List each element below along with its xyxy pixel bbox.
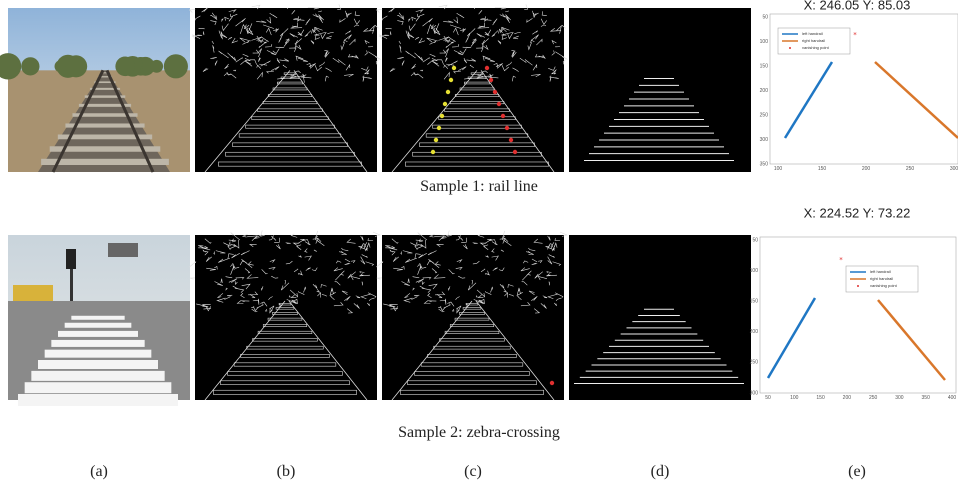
tick-label: 250 [869,395,878,401]
bus [13,285,53,301]
stripe [58,331,138,337]
point [485,66,489,70]
legend-label: right handrail [802,38,825,43]
tick-label: 150 [760,63,769,69]
edge [190,9,196,12]
tick-label: 200 [862,166,871,172]
point [437,126,441,130]
point [443,102,447,106]
panel-label: (a) [90,463,108,480]
edge [376,262,383,268]
legend-label: left handrail [870,269,891,274]
line-map [569,235,751,400]
tick-label: 250 [760,112,769,118]
point [449,78,453,82]
tick-label: 350 [922,395,931,401]
plot-title: X: 246.05 Y: 85.03 [804,0,911,12]
legend-label: vanishing point [870,283,898,288]
background [569,235,751,400]
plot: 50 100 150 200 250 300 350 100 150 200 250 300 * left… [760,14,958,172]
tree [150,60,163,73]
point [513,150,517,154]
point [550,381,554,385]
legend-label: right handrail [870,276,893,281]
point [431,150,435,154]
point [446,90,450,94]
tick-label: 200 [760,88,769,94]
photo [8,235,190,406]
edge-map [189,230,380,400]
tick-label: 50 [765,395,771,401]
tree [65,55,87,77]
stripe [18,394,178,406]
edge [190,278,195,279]
tick-label: 250 [906,166,915,172]
stripe [38,360,158,369]
tick-label: 300 [895,395,904,401]
tick-label: 400 [948,395,957,401]
plot-title: X: 224.52 Y: 73.22 [804,205,911,220]
line-map [569,8,751,172]
legend-swatch [857,285,859,287]
tree [21,57,39,75]
tick-label: 300 [750,390,759,396]
edge-map [377,4,568,172]
background [569,8,751,172]
signal [66,249,76,269]
stripe [25,382,172,393]
stripe [45,350,152,358]
tick-label: 150 [816,395,825,401]
tick-label: 50 [752,237,758,243]
stripe [71,316,124,320]
point [489,78,493,82]
point [434,138,438,142]
edge-map [376,230,567,400]
tree [115,57,135,77]
tick-label: 200 [750,329,759,335]
stripe [51,340,144,347]
plot: 50 100 150 200 250 300 50 100 150 200 250 300 350 400… [750,237,957,401]
tick-label: 150 [750,299,759,305]
plot-frame [760,237,956,393]
photo [0,8,190,172]
point [440,114,444,118]
edge [189,262,196,268]
billboard [108,243,138,257]
edge [377,278,382,279]
tick-label: 250 [750,360,759,366]
stripe [65,323,132,328]
panel-label: (d) [651,463,670,480]
legend-label: vanishing point [802,45,830,50]
tick-label: 200 [843,395,852,401]
tick-label: 150 [818,166,827,172]
panel-label: (c) [464,463,482,480]
point [505,126,509,130]
tick-label: 100 [750,268,759,274]
point [452,66,456,70]
tick-label: 300 [760,137,769,143]
tick-label: 100 [774,166,783,172]
point [497,102,501,106]
legend-swatch [789,47,791,49]
point [493,90,497,94]
tick-label: 100 [760,39,769,45]
panel-label: (b) [277,463,296,480]
figure: Sample 1: rail line Sample 2: zebra-cros… [0,0,958,491]
edge [377,9,383,12]
tick-label: 300 [950,166,958,172]
panel-label: (e) [848,463,866,480]
legend-label: left handrail [802,31,823,36]
caption: Sample 1: rail line [420,178,538,195]
tree [165,55,187,77]
tick-label: 50 [762,14,768,20]
stripe [31,371,164,381]
vanishing-point: * [839,256,843,264]
tick-label: 350 [760,161,769,167]
edge-map [190,4,381,172]
tick-label: 100 [790,395,799,401]
vanishing-point: * [853,31,857,39]
caption: Sample 2: zebra-crossing [398,424,560,441]
point [501,114,505,118]
point [509,138,513,142]
